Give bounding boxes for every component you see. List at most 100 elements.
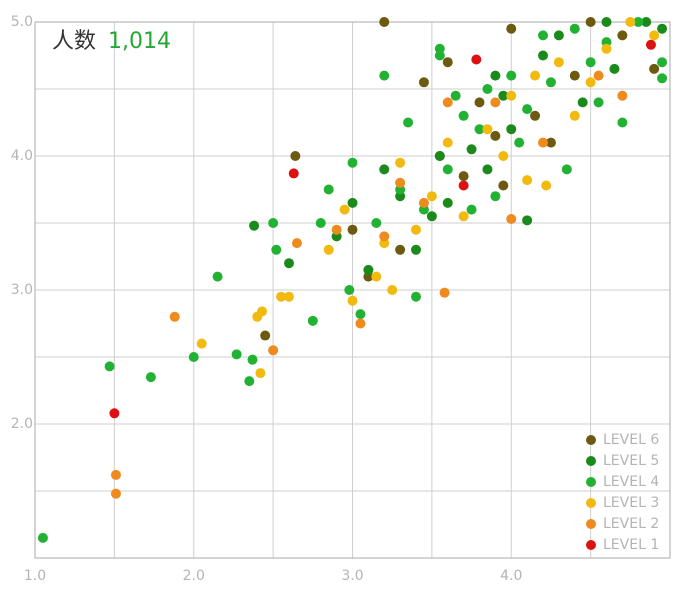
point (169, 311, 180, 322)
point (371, 271, 382, 282)
point (347, 295, 358, 306)
point (288, 168, 299, 179)
legend-marker (586, 477, 596, 487)
point (569, 110, 580, 121)
point (379, 231, 390, 242)
point (271, 244, 282, 255)
point (244, 376, 255, 387)
point (506, 90, 517, 101)
point (347, 197, 358, 208)
point (307, 315, 318, 326)
point (442, 164, 453, 175)
point (514, 137, 525, 148)
point (538, 50, 548, 61)
point (442, 97, 453, 108)
point (617, 117, 628, 128)
legend-marker (586, 498, 596, 508)
x-tick-label: 1.0 (24, 568, 46, 584)
legend-label: LEVEL 6 (603, 432, 659, 448)
point (379, 70, 390, 81)
point (458, 110, 469, 121)
point (145, 372, 156, 383)
point (442, 57, 453, 68)
point (593, 70, 604, 81)
point (474, 97, 485, 108)
point (212, 271, 223, 282)
point (553, 57, 564, 68)
point (188, 352, 199, 362)
grid (34, 21, 671, 559)
point (450, 90, 461, 101)
legend-label: LEVEL 5 (603, 453, 659, 469)
legend-marker (586, 456, 596, 466)
legend-marker (586, 435, 596, 445)
x-tick-label: 3.0 (341, 568, 363, 584)
point (569, 23, 580, 34)
point (109, 408, 120, 419)
point (585, 57, 596, 68)
point (344, 285, 355, 295)
point (110, 488, 121, 499)
point (268, 345, 279, 356)
point (506, 213, 517, 224)
legend-marker (586, 540, 596, 550)
point (498, 90, 509, 101)
x-tick-label: 4.0 (500, 568, 522, 584)
point (553, 30, 564, 41)
x-tick-label: 2.0 (183, 568, 205, 584)
y-tick-label: 5.0 (11, 14, 33, 30)
point (442, 137, 453, 148)
point (339, 204, 350, 215)
point (541, 180, 552, 191)
point (395, 157, 406, 168)
point (403, 117, 414, 128)
point (363, 264, 374, 275)
point (490, 130, 501, 141)
point (601, 17, 612, 27)
point (276, 291, 287, 302)
point (379, 17, 390, 27)
point (110, 469, 121, 480)
legend-label: LEVEL 3 (603, 495, 659, 511)
point (249, 220, 260, 231)
point (593, 97, 604, 108)
y-tick-label: 4.0 (11, 148, 33, 164)
point (268, 218, 279, 228)
point (538, 137, 548, 148)
y-tick-label: 3.0 (11, 282, 33, 298)
count-label: 1,014 (108, 29, 171, 54)
point (561, 164, 572, 175)
point (617, 90, 628, 101)
point (585, 77, 596, 88)
point (418, 77, 429, 88)
point (395, 177, 406, 188)
point (411, 224, 421, 235)
point (284, 291, 294, 302)
y-tick-label: 2.0 (11, 416, 33, 432)
legend-marker (586, 519, 596, 529)
point (649, 30, 660, 41)
point (439, 287, 450, 298)
point (617, 30, 628, 41)
point (545, 137, 556, 148)
point (104, 361, 115, 372)
point (347, 224, 358, 235)
point (426, 211, 437, 222)
point (458, 171, 469, 182)
point (442, 197, 453, 208)
point (347, 157, 358, 168)
point (482, 164, 493, 175)
point (315, 218, 326, 228)
point (255, 368, 266, 379)
point (490, 70, 501, 81)
point (37, 532, 48, 543)
point (538, 30, 548, 41)
point (395, 244, 406, 255)
point (601, 43, 612, 54)
legend-label: LEVEL 4 (603, 474, 659, 490)
point (657, 57, 668, 68)
point (649, 63, 660, 74)
point (355, 318, 366, 329)
point (379, 164, 390, 175)
point (545, 77, 556, 88)
